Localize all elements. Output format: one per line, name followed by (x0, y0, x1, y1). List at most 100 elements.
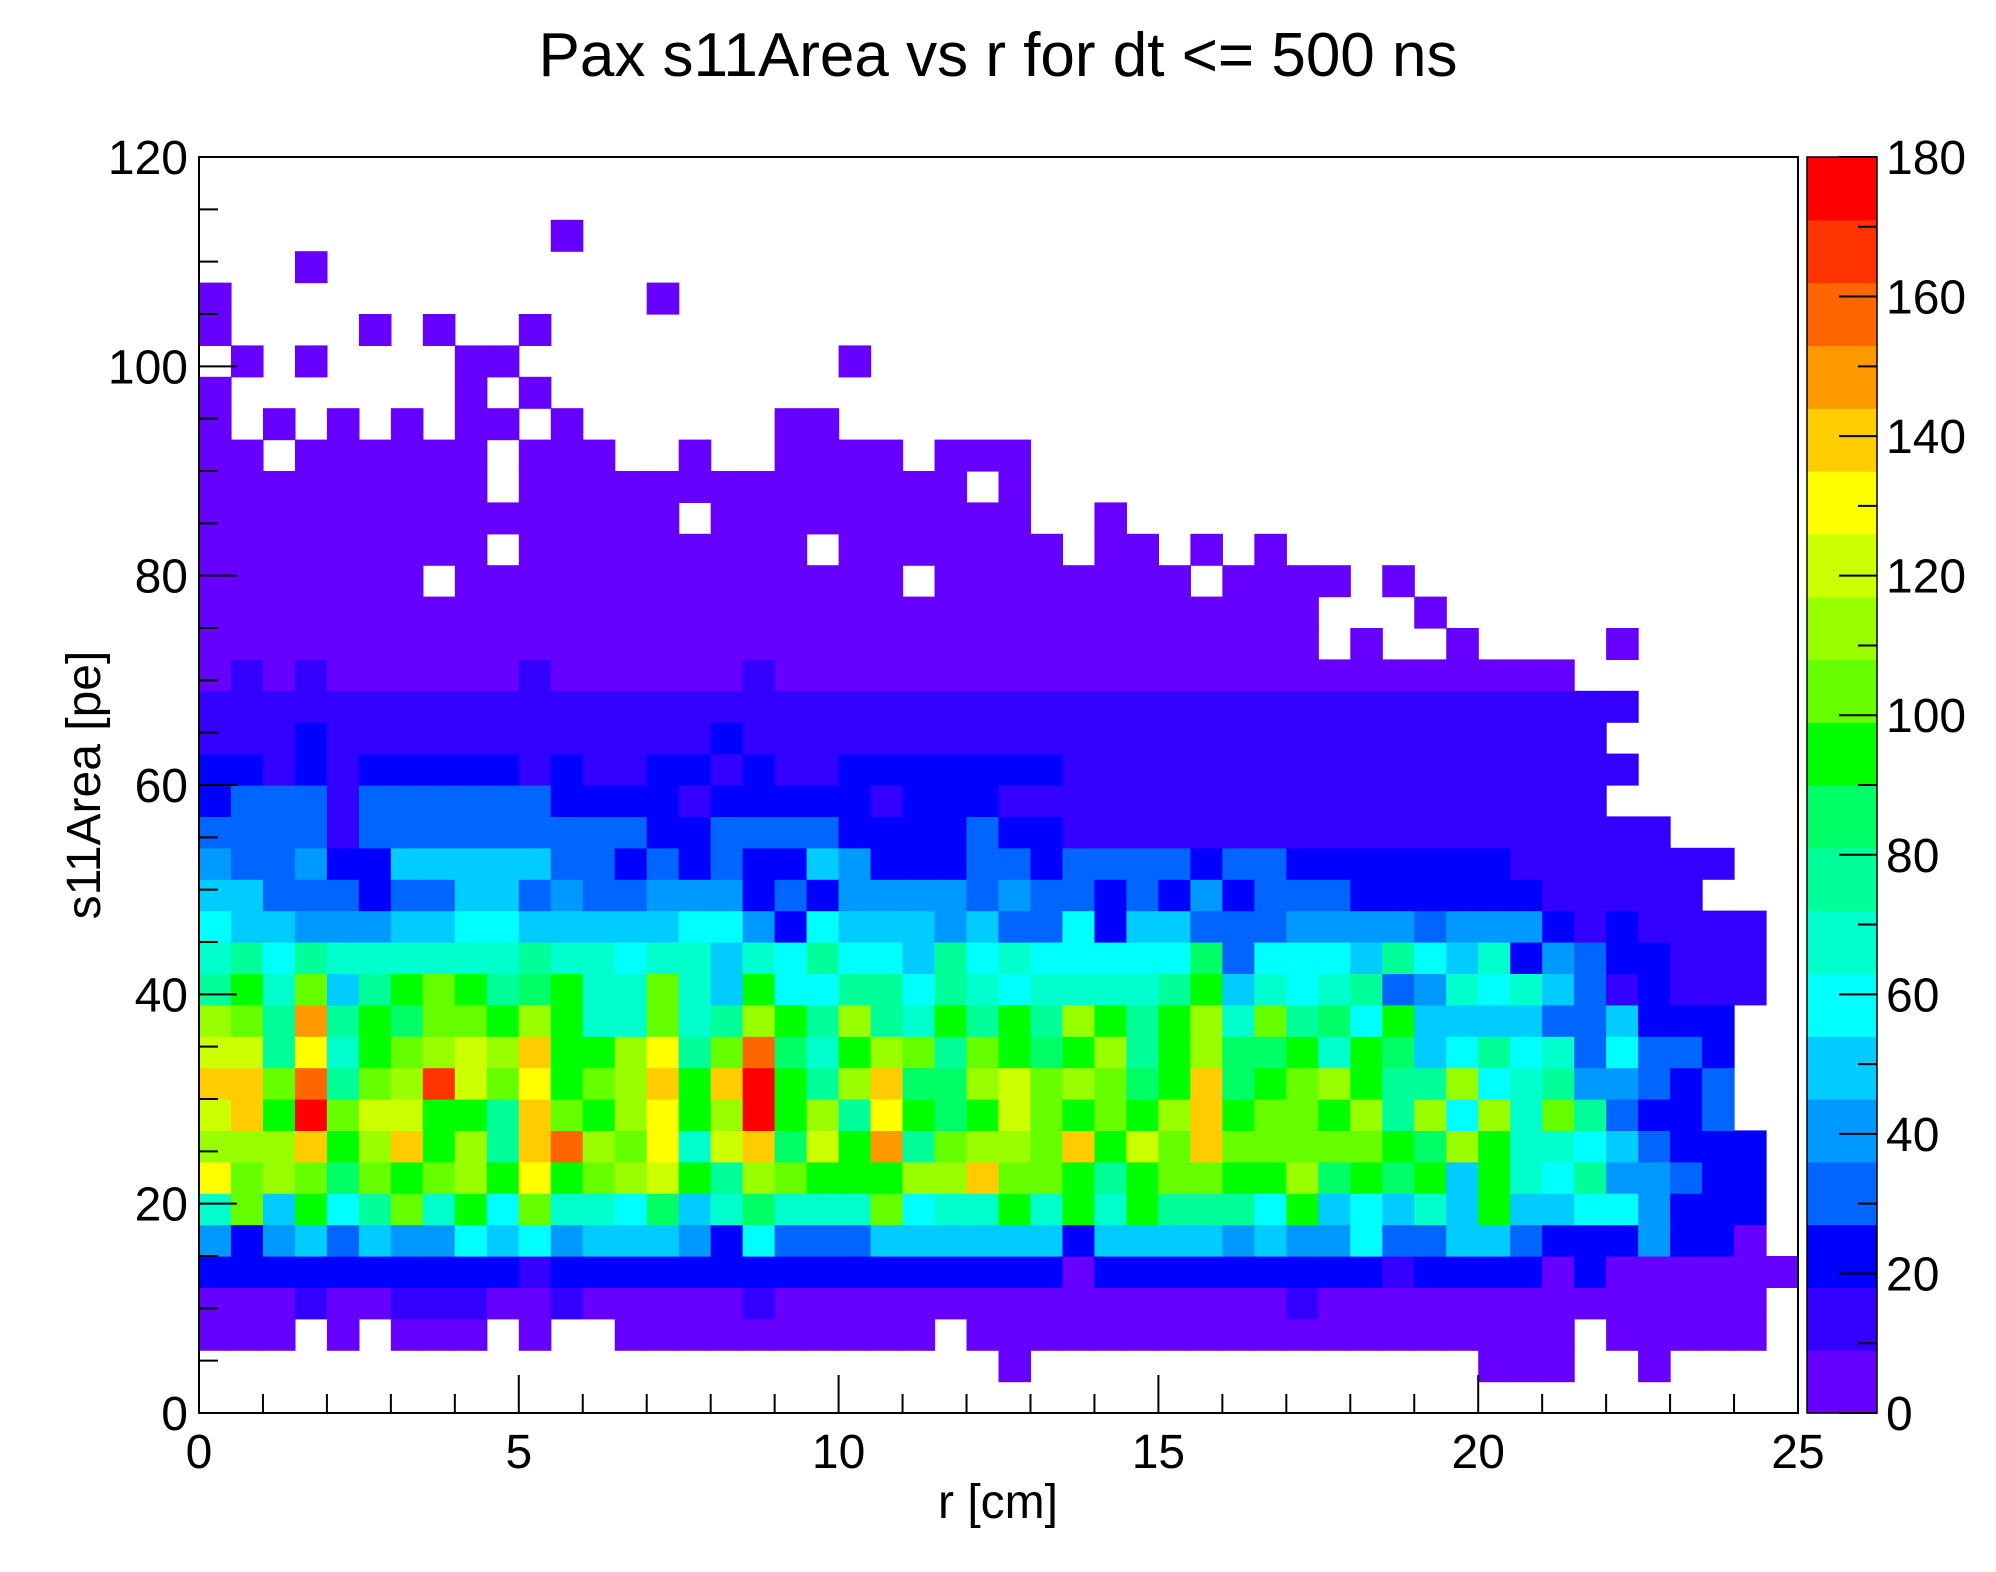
heatmap-cell (1510, 785, 1543, 817)
heatmap-cell (358, 816, 392, 849)
heatmap-cell (518, 1287, 552, 1320)
heatmap-cell (1254, 973, 1287, 1006)
heatmap-cell (1542, 1130, 1575, 1163)
heatmap-cell (1478, 1287, 1511, 1320)
heatmap-cell (742, 1067, 776, 1100)
heatmap-cell (998, 816, 1032, 849)
heatmap-cell (358, 785, 392, 817)
heatmap-cell (262, 785, 296, 817)
heatmap-cell (1542, 910, 1575, 943)
heatmap-cell (486, 1256, 520, 1288)
heatmap-cell (1414, 942, 1447, 974)
heatmap-cell (422, 690, 456, 723)
heatmap-cell (1190, 1067, 1223, 1100)
heatmap-cell (582, 816, 616, 849)
heatmap-cell (838, 910, 872, 943)
heatmap-cell (1382, 1067, 1415, 1100)
heatmap-cell (1574, 942, 1607, 974)
heatmap-cell (774, 1036, 808, 1069)
heatmap-cell (934, 1287, 968, 1320)
heatmap-cell (1574, 816, 1607, 849)
heatmap-cell (1510, 1036, 1543, 1069)
heatmap-cell (326, 1193, 360, 1226)
color-scale-swatch (1807, 1350, 1877, 1414)
heatmap-cell (550, 596, 584, 629)
heatmap-cell (1702, 1004, 1735, 1037)
heatmap-cell (1222, 847, 1255, 880)
heatmap-cell (1158, 879, 1191, 912)
heatmap-cell (1638, 1067, 1671, 1100)
heatmap-cell (390, 1224, 424, 1257)
heatmap-cell (550, 1287, 584, 1320)
heatmap-cell (1446, 628, 1479, 660)
heatmap-cell (199, 847, 232, 880)
heatmap-cell (199, 1287, 232, 1320)
heatmap-cell (998, 1161, 1032, 1194)
heatmap-cell (550, 942, 584, 974)
heatmap-cell (294, 1036, 328, 1069)
heatmap-cell (454, 910, 488, 943)
heatmap-cell (262, 722, 296, 755)
heatmap-cell (1350, 816, 1383, 849)
heatmap-cell (390, 1004, 424, 1037)
heatmap-cell (710, 1161, 744, 1194)
heatmap-cell (710, 533, 744, 566)
heatmap-cell (1638, 1318, 1671, 1351)
heatmap-cell (1510, 1224, 1543, 1257)
heatmap-cell (614, 847, 648, 880)
heatmap-cell (966, 533, 1000, 566)
heatmap-cell (966, 1193, 1000, 1226)
heatmap-cell (614, 1256, 648, 1288)
x-tick-label: 5 (505, 1426, 532, 1479)
heatmap-cell (1094, 690, 1128, 723)
heatmap-cell (646, 1099, 680, 1131)
heatmap-cell (1670, 973, 1703, 1006)
heatmap-cell (199, 1036, 232, 1069)
heatmap-cell (1446, 1130, 1479, 1163)
heatmap-cell (774, 1193, 808, 1226)
heatmap-cell (774, 1067, 808, 1100)
heatmap-cell (614, 785, 648, 817)
heatmap-cell (1382, 659, 1415, 692)
heatmap-cell (838, 973, 872, 1006)
heatmap-cell (1126, 1004, 1159, 1037)
heatmap-cell (1126, 1193, 1159, 1226)
heatmap-cell (199, 314, 232, 346)
heatmap-cell (1222, 1287, 1255, 1320)
heatmap-cell (582, 628, 616, 660)
heatmap-cell (742, 1224, 776, 1257)
heatmap-cell (262, 942, 296, 974)
heatmap-cell (646, 942, 680, 974)
heatmap-cell (1478, 1036, 1511, 1069)
heatmap-cell (678, 1224, 712, 1257)
heatmap-cell (742, 565, 776, 598)
heatmap-cell (582, 596, 616, 629)
heatmap-cell (262, 533, 296, 566)
heatmap-cell (1126, 1130, 1159, 1163)
heatmap-cell (998, 471, 1032, 503)
heatmap-cell (422, 502, 456, 535)
heatmap-cell (262, 1287, 296, 1320)
heatmap-cell (806, 1318, 840, 1351)
heatmap-cell (582, 1161, 616, 1194)
heatmap-cell (1254, 1130, 1287, 1163)
heatmap-cell (1478, 1067, 1511, 1100)
heatmap-cell (230, 690, 264, 723)
heatmap-cell (454, 565, 488, 598)
heatmap-cell (550, 471, 584, 503)
heatmap-cell (1702, 910, 1735, 943)
heatmap-cell (1510, 816, 1543, 849)
heatmap-cell (1606, 910, 1639, 943)
heatmap-cell (390, 1161, 424, 1194)
heatmap-cell (486, 596, 520, 629)
heatmap-cell (1542, 1256, 1575, 1288)
heatmap-cell (774, 1256, 808, 1288)
heatmap-cell (1638, 1036, 1671, 1069)
heatmap-cell (1254, 533, 1287, 566)
heatmap-cell (1382, 1161, 1415, 1194)
heatmap-cell (1286, 565, 1319, 598)
heatmap-cell (518, 533, 552, 566)
heatmap-cell (1414, 1193, 1447, 1226)
heatmap-cell (390, 502, 424, 535)
heatmap-cell (934, 973, 968, 1006)
